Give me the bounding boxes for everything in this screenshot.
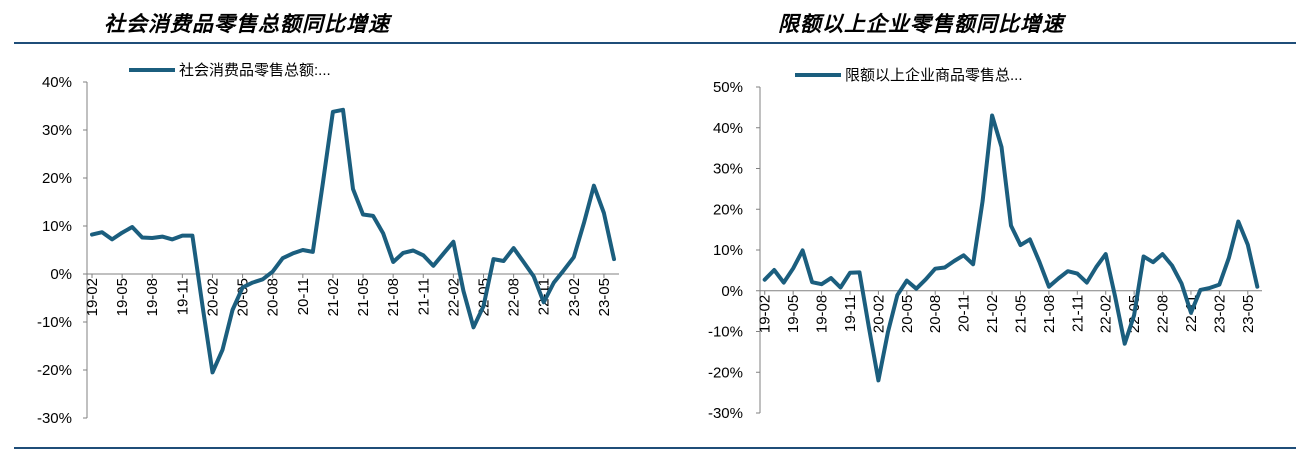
x-tick-label: 21-05 [355, 278, 372, 316]
y-tick-label: 10% [42, 218, 72, 235]
y-tick-label: -30% [708, 405, 743, 422]
bottom-divider [14, 447, 1296, 449]
y-tick-label: -20% [708, 364, 743, 381]
x-tick-label: 20-05 [235, 278, 252, 316]
y-tick-label: 10% [713, 242, 743, 259]
x-tick-label: 20-05 [899, 295, 916, 333]
x-tick-label: 21-08 [385, 278, 402, 316]
right-line-chart: 限额以上企业商品零售总... 50% 40% 30% 20% 10% 0% -10% -20% -… [708, 66, 1262, 422]
x-tick-label: 20-08 [265, 278, 282, 316]
x-tick-label: 21-02 [984, 295, 1001, 333]
x-tick-label: 21-11 [1069, 295, 1086, 332]
legend-label: 社会消费品零售总额:... [179, 62, 331, 79]
x-tick-label: 20-02 [204, 278, 221, 316]
x-tick-label: 19-05 [785, 295, 802, 333]
x-tick-label: 19-08 [814, 295, 831, 333]
x-tick-label: 21-08 [1041, 295, 1058, 333]
x-tick-label: 19-11 [842, 295, 859, 332]
x-tick-label: 20-08 [927, 295, 944, 333]
x-tick-label: 21-11 [415, 278, 432, 315]
left-line-chart: 社会消费品零售总额:... 40% 30% 20% 10% 0% -10% -20% -30% 1… [37, 62, 619, 427]
left-chart-title: 社会消费品零售总额同比增速 [104, 12, 390, 36]
y-tick-label: 30% [713, 161, 743, 178]
y-tick-label: -10% [37, 314, 72, 331]
x-tick-label: 20-02 [870, 295, 887, 333]
x-tick-label: 20-11 [295, 278, 312, 315]
x-tick-label: 22-02 [445, 278, 462, 316]
right-chart-title: 限额以上企业零售额同比增速 [778, 12, 1064, 36]
x-tick-label: 22-08 [1155, 295, 1172, 333]
x-tick-label: 20-11 [956, 295, 973, 332]
x-tick-label: 21-02 [325, 278, 342, 316]
x-tick-label: 21-05 [1012, 295, 1029, 333]
y-tick-label: -30% [37, 410, 72, 427]
top-divider [14, 42, 1296, 44]
y-tick-label: -10% [708, 324, 743, 341]
x-tick-label: 23-02 [1211, 295, 1228, 333]
x-tick-label: 22-02 [1098, 295, 1115, 333]
series-line [90, 107, 616, 375]
y-tick-label: 30% [42, 122, 72, 139]
y-tick-label: -20% [37, 362, 72, 379]
y-tick-label: 20% [713, 201, 743, 218]
y-tick-label: 40% [713, 120, 743, 137]
series-line [762, 113, 1260, 383]
x-tick-label: 19-05 [114, 278, 131, 316]
x-tick-label: 23-02 [566, 278, 583, 316]
x-tick-label: 19-02 [84, 278, 101, 316]
y-tick-label: 0% [50, 266, 72, 283]
x-tick-label: 19-11 [174, 278, 191, 315]
x-tick-label: 23-05 [596, 278, 613, 316]
x-tick-label: 19-02 [757, 295, 774, 333]
x-tick-label: 22-08 [506, 278, 523, 316]
y-tick-label: 40% [42, 74, 72, 91]
y-tick-label: 50% [713, 79, 743, 96]
x-tick-label: 19-08 [144, 278, 161, 316]
y-tick-label: 0% [721, 283, 743, 300]
y-tick-label: 20% [42, 170, 72, 187]
legend-label: 限额以上企业商品零售总... [845, 66, 1023, 84]
x-tick-label: 23-05 [1240, 295, 1257, 333]
